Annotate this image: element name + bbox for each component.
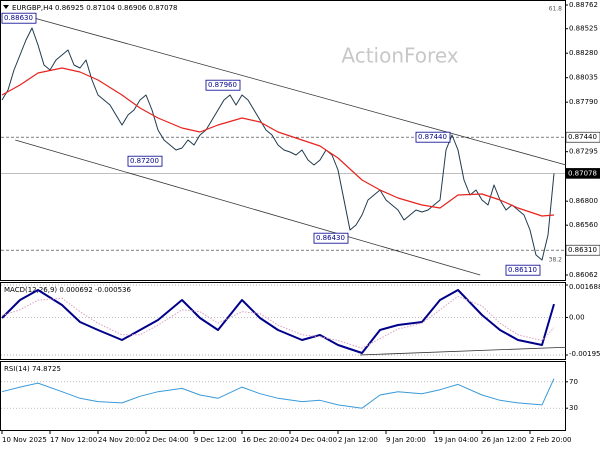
annotation-box — [1, 12, 37, 24]
fib-label: 38.2 — [549, 257, 563, 264]
fib-label: 61.8 — [549, 6, 563, 13]
panel — [0, 361, 566, 431]
y-tick-label: -0.001953 — [569, 350, 600, 358]
x-tick-label: 9 Dec 12:00 — [194, 436, 237, 444]
level-box — [565, 131, 600, 143]
trend-line — [34, 17, 567, 166]
x-tick-label: 16 Dec 20:00 — [242, 436, 289, 444]
x-tick-label: 2 Jan 12:00 — [338, 436, 378, 444]
x-tick-label: 24 Nov 20:00 — [98, 436, 145, 444]
panel-title: RSI(14) 74.8725 — [4, 365, 61, 373]
annotation-box — [127, 155, 163, 167]
watermark: ActionForex — [341, 44, 458, 68]
y-tick-label: 0.88280 — [569, 49, 598, 57]
annotation-label: 0.86430 — [316, 234, 345, 242]
x-tick-label: 26 Jan 12:00 — [482, 436, 526, 444]
y-tick-label: 0.86062 — [569, 271, 598, 279]
x-tick-label: 17 Nov 12:00 — [50, 436, 97, 444]
symbol-icon — [3, 5, 9, 9]
y-tick-label: 0.86800 — [569, 197, 598, 205]
x-tick-label: 24 Dec 04:00 — [290, 436, 337, 444]
series-line — [1, 289, 555, 354]
trend-line — [15, 139, 481, 276]
series-line — [1, 27, 555, 261]
level-label: 0.87440 — [568, 133, 597, 141]
y-tick-label: 0.00 — [569, 313, 585, 321]
annotation-box — [205, 79, 241, 91]
x-tick-label: 19 Jan 04:00 — [434, 436, 478, 444]
y-tick-label: 0.88035 — [569, 74, 598, 82]
x-tick-label: 9 Jan 20:00 — [386, 436, 426, 444]
x-tick-label: 2 Feb 20:00 — [530, 436, 571, 444]
trend-line — [360, 346, 567, 356]
annotation-label: 0.87960 — [208, 81, 237, 89]
series-line — [1, 378, 555, 409]
level-label: 0.87078 — [568, 169, 597, 177]
x-tick-label: 2 Dec 04:00 — [146, 436, 189, 444]
x-tick-label: 10 Nov 2025 — [2, 436, 47, 444]
level-label: 0.86310 — [568, 246, 597, 254]
y-tick-label: 0.86560 — [569, 221, 598, 229]
y-tick-label: 30 — [569, 404, 578, 412]
y-tick-label: 0.88525 — [569, 25, 598, 33]
annotation-label: 0.87440 — [418, 133, 447, 141]
series-line — [1, 295, 555, 349]
y-tick-label: 0.001688 — [569, 283, 600, 291]
annotation-box — [505, 264, 541, 276]
panel — [0, 0, 566, 281]
level-box — [565, 244, 600, 256]
level-box — [565, 168, 600, 179]
y-tick-label: 70 — [569, 378, 578, 386]
y-tick-label: 0.87295 — [569, 148, 598, 156]
annotation-label: 0.87200 — [130, 157, 159, 165]
panel — [0, 282, 566, 360]
panel-title: MACD(12,26,9) 0.000692 -0.000536 — [4, 286, 131, 294]
panel-title: EURGBP,H4 0.86925 0.87104 0.86906 0.8707… — [12, 4, 178, 12]
annotation-box — [313, 232, 349, 244]
y-tick-label: 0.88762 — [569, 1, 598, 9]
series-line — [1, 67, 555, 217]
annotation-box — [415, 131, 451, 143]
y-tick-label: 0.87790 — [569, 98, 598, 106]
annotation-label: 0.88630 — [4, 14, 33, 22]
annotation-label: 0.86110 — [508, 266, 537, 274]
